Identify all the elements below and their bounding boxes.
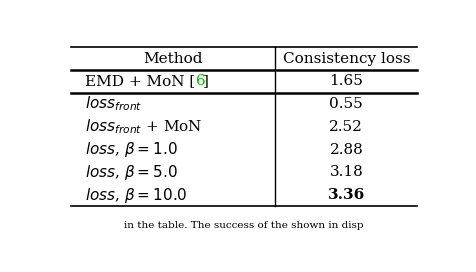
Text: $loss_{front}$ + MoN: $loss_{front}$ + MoN <box>85 118 203 136</box>
Text: ]: ] <box>203 75 208 88</box>
Text: in the table. The success of the shown in disp: in the table. The success of the shown i… <box>124 221 364 230</box>
Text: $loss$, $\beta = 5.0$: $loss$, $\beta = 5.0$ <box>85 163 178 182</box>
Text: $loss$, $\beta = 10.0$: $loss$, $\beta = 10.0$ <box>85 186 188 205</box>
Text: 2.88: 2.88 <box>329 143 363 157</box>
Text: 3.36: 3.36 <box>327 188 365 202</box>
Text: $loss_{front}$: $loss_{front}$ <box>85 95 143 113</box>
Text: 0.55: 0.55 <box>329 97 363 111</box>
Text: $loss$, $\beta = 1.0$: $loss$, $\beta = 1.0$ <box>85 140 178 159</box>
Text: Consistency loss: Consistency loss <box>283 52 410 66</box>
Text: 6: 6 <box>196 75 206 88</box>
Text: Method: Method <box>143 52 203 66</box>
Text: 2.52: 2.52 <box>329 120 363 134</box>
Text: EMD + MoN [: EMD + MoN [ <box>85 75 196 88</box>
Text: 3.18: 3.18 <box>329 165 363 179</box>
Text: 1.65: 1.65 <box>329 75 363 88</box>
